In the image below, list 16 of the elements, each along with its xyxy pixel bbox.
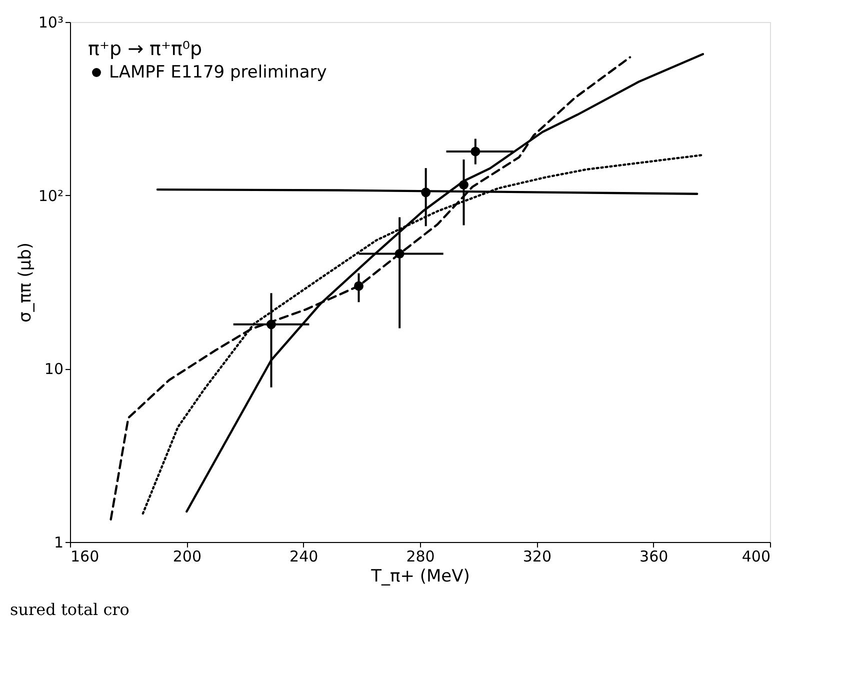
x-tick-label: 280 bbox=[406, 548, 435, 566]
y-axis-title: σ_ππ (μb) bbox=[15, 242, 36, 323]
x-tick-label: 200 bbox=[172, 548, 202, 566]
legend-label: LAMPF E1179 preliminary bbox=[109, 62, 327, 82]
x-tick-label: 240 bbox=[290, 548, 318, 566]
x-tick-label: 320 bbox=[522, 548, 552, 566]
x-tick-label: 360 bbox=[640, 548, 668, 566]
y-tick-label: 1 bbox=[54, 534, 64, 552]
x-tick-label: 160 bbox=[70, 548, 100, 566]
y-tick-label: 10 bbox=[44, 360, 64, 378]
y-tick-label: 10² bbox=[38, 186, 64, 205]
text: sured total cro bbox=[10, 600, 130, 619]
legend-title: π⁺p → π⁺π⁰p bbox=[88, 38, 202, 60]
x-axis-title: T_π+ (MeV) bbox=[370, 566, 470, 586]
y-tick-label: 10³ bbox=[38, 14, 64, 32]
x-tick-label: 400 bbox=[742, 548, 770, 566]
